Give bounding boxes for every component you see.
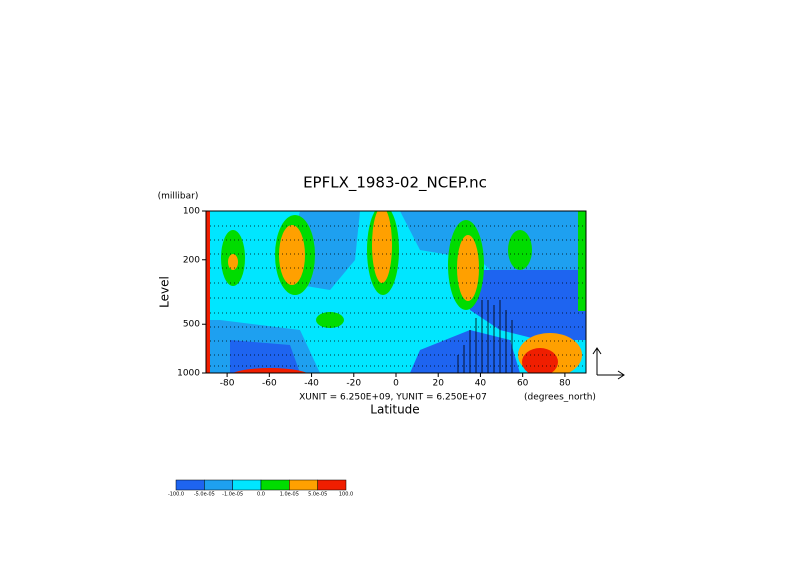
x-axis-label: Latitude bbox=[370, 403, 419, 417]
vector-key bbox=[592, 347, 625, 380]
y-axis-label: Level bbox=[158, 276, 172, 308]
colorbar-box bbox=[289, 479, 318, 491]
x-unit-label: (degrees_north) bbox=[524, 393, 596, 403]
x-tick-label: -40 bbox=[304, 379, 319, 389]
vector-rows bbox=[210, 225, 586, 367]
x-tick-label: -60 bbox=[262, 379, 277, 389]
chart-title: EPFLX_1983-02_NCEP.nc bbox=[303, 174, 487, 193]
colorbar-label: 0.0 bbox=[257, 492, 265, 498]
colorbar-box bbox=[317, 479, 347, 491]
y-tick-label: 1000 bbox=[177, 369, 200, 379]
colorbar-box bbox=[232, 479, 262, 491]
colorbar-box bbox=[175, 479, 205, 491]
x-tick-label: -20 bbox=[346, 379, 361, 389]
colorbar-label: -1.0e-05 bbox=[222, 492, 243, 498]
colorbar-label: 5.0e-05 bbox=[308, 492, 327, 498]
x-tick-label: -80 bbox=[220, 379, 235, 389]
colorbar-label: 1.0e-05 bbox=[280, 492, 299, 498]
y-tick-label: 100 bbox=[183, 207, 200, 217]
region bbox=[232, 368, 308, 373]
vector-scale-label: XUNIT = 6.250E+09, YUNIT = 6.250E+07 bbox=[299, 393, 487, 403]
x-tick-label: 80 bbox=[559, 379, 571, 389]
x-tick-label: 0 bbox=[393, 379, 399, 389]
y-tick-label: 200 bbox=[183, 255, 200, 265]
region bbox=[230, 340, 300, 373]
x-tick-label: 40 bbox=[475, 379, 487, 389]
region bbox=[578, 211, 586, 311]
region bbox=[279, 225, 305, 285]
colorbar-box bbox=[204, 479, 233, 491]
vectors bbox=[457, 300, 513, 373]
region bbox=[372, 211, 392, 283]
region bbox=[522, 348, 558, 373]
region bbox=[508, 230, 532, 270]
region bbox=[228, 254, 238, 270]
region bbox=[460, 270, 586, 340]
region bbox=[457, 235, 479, 301]
y-tick-label: 500 bbox=[183, 320, 200, 330]
colorbar-label: -100.0 bbox=[168, 492, 184, 498]
region bbox=[316, 312, 344, 328]
region bbox=[410, 330, 520, 373]
x-tick-label: 60 bbox=[517, 379, 529, 389]
contour-field bbox=[206, 211, 586, 373]
region bbox=[206, 211, 210, 373]
x-tick-label: 20 bbox=[432, 379, 444, 389]
colorbar-label: -5.0e-05 bbox=[194, 492, 215, 498]
y-unit-label: (millibar) bbox=[158, 192, 199, 202]
colorbar-box bbox=[260, 479, 290, 491]
colorbar-label: 100.0 bbox=[339, 492, 353, 498]
